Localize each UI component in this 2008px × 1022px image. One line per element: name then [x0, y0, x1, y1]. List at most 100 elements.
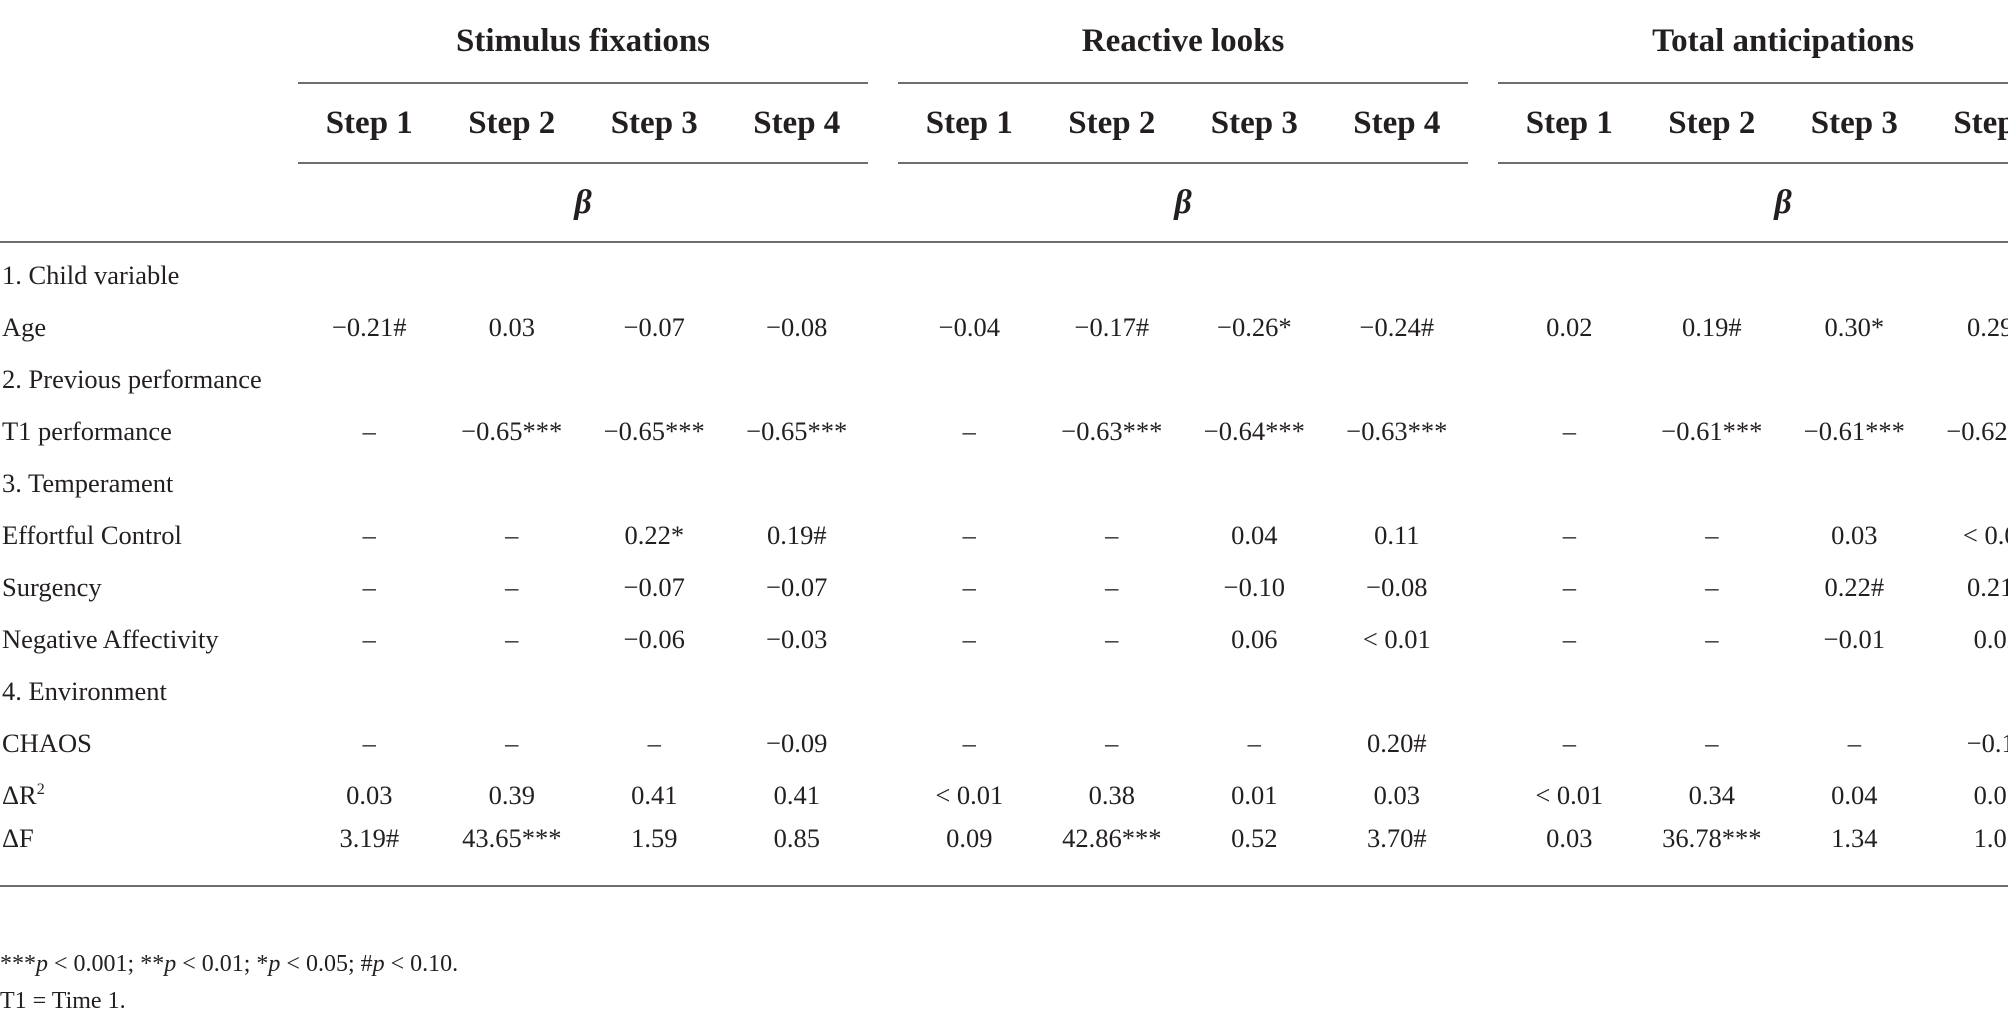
- value-cell: –: [1847, 727, 1861, 758]
- value-cell: −0.61***: [1803, 415, 1905, 446]
- value-cell: −0.65***: [461, 415, 563, 446]
- sig-stars: ***: [0, 951, 36, 977]
- section-title: 1. Child variable: [2, 259, 180, 290]
- sig-stars: **: [140, 951, 165, 977]
- table-row: Age −0.21# 0.03 −0.07 −0.08 −0.04 −0.17# −0.26*…: [0, 301, 2008, 353]
- value-cell: –: [962, 571, 976, 602]
- value-cell: 0.03: [1498, 821, 1641, 887]
- sig-p: p: [36, 951, 48, 977]
- section-row: 4. Environment: [0, 665, 2008, 717]
- value-cell: −0.65***: [746, 415, 848, 446]
- value-cell: −0.01: [1823, 623, 1885, 654]
- value-cell: 0.34: [1688, 779, 1736, 810]
- group-header-total-anticipations: Total anticipations: [1498, 0, 2008, 84]
- table-row: Effortful Control – – 0.22* 0.19# – – 0.04 0.11 –…: [0, 509, 2008, 561]
- value-cell: 3.19#: [298, 821, 441, 887]
- value-cell: 0.04: [1831, 779, 1878, 810]
- value-cell: –: [962, 519, 976, 550]
- value-cell: −0.07: [766, 571, 828, 602]
- value-cell: –: [362, 519, 376, 550]
- group-header-reactive-looks: Reactive looks: [898, 0, 1469, 84]
- value-cell: –: [1705, 727, 1719, 758]
- value-cell: 0.03: [488, 311, 535, 342]
- group-header-stimulus-fixations: Stimulus fixations: [298, 0, 869, 84]
- value-cell: −0.64***: [1203, 415, 1305, 446]
- value-cell: –: [962, 415, 976, 446]
- value-cell: 0.22#: [1824, 571, 1885, 602]
- value-cell: 36.78***: [1640, 821, 1784, 887]
- value-cell: −0.06: [623, 623, 685, 654]
- value-cell: 0.01: [1231, 779, 1278, 810]
- significance-note: ***p < 0.001; **p < 0.01; *p < 0.05; #p …: [0, 946, 458, 983]
- value-cell: 0.04: [1231, 519, 1278, 550]
- value-cell: –: [962, 623, 976, 654]
- value-cell: < 0.01: [935, 779, 1004, 810]
- group-gap: [1468, 0, 1498, 84]
- value-cell: −0.26*: [1217, 311, 1292, 342]
- value-cell: –: [1562, 727, 1576, 758]
- group-gap: [1468, 301, 1498, 353]
- step-header: Step 2: [1640, 84, 1784, 164]
- value-cell: 0.29*: [1967, 311, 2008, 342]
- value-cell: −0.21#: [331, 311, 407, 342]
- value-cell: 0.06: [1231, 623, 1278, 654]
- value-cell: −0.08: [1366, 571, 1428, 602]
- value-cell: 0.41: [773, 779, 820, 810]
- section-row: 1. Child variable: [0, 243, 2008, 301]
- row-label: T1 performance: [2, 415, 172, 446]
- table-row: Negative Affectivity – – −0.06 −0.03 – – 0.06 < …: [0, 613, 2008, 665]
- row-label: ΔF: [0, 821, 298, 887]
- table-row: CHAOS – – – −0.09 – – – 0.20# – – – −0.11: [0, 717, 2008, 769]
- value-cell: 0.03: [1373, 779, 1420, 810]
- beta-header-row: β β β: [0, 164, 2008, 243]
- step-header: Step 4: [1325, 84, 1469, 164]
- step-header: Step 4: [1925, 84, 2008, 164]
- value-cell: –: [362, 571, 376, 602]
- regression-table: Stimulus fixations Reactive looks Total …: [0, 0, 2008, 887]
- value-cell: −0.10: [1223, 571, 1285, 602]
- step-header: Step 2: [440, 84, 583, 164]
- regression-table-container: Stimulus fixations Reactive looks Total …: [0, 0, 2008, 887]
- delta-r2-label: ΔR: [2, 779, 37, 810]
- value-cell: –: [1105, 571, 1119, 602]
- section-row: 3. Temperament: [0, 457, 2008, 509]
- value-cell: 0.21#: [1967, 571, 2008, 602]
- group-gap: [1468, 769, 1498, 821]
- value-cell: –: [962, 727, 976, 758]
- value-cell: –: [1705, 571, 1719, 602]
- value-cell: 1.07: [1925, 821, 2008, 887]
- value-cell: –: [505, 727, 519, 758]
- step-header: Step 3: [583, 84, 726, 164]
- table-row: T1 performance – −0.65*** −0.65*** −0.65*** –…: [0, 405, 2008, 457]
- step-header: Step 3: [1183, 84, 1326, 164]
- value-cell: −0.03: [766, 623, 828, 654]
- group-gap: [868, 613, 898, 665]
- sig-stars: #: [360, 951, 373, 977]
- value-cell: 0.01: [1973, 779, 2008, 810]
- delta-r2-row: ΔR2 0.03 0.39 0.41 0.41 < 0.01 0.38 0.01 0.03 < 0…: [0, 769, 2008, 821]
- beta-label: β: [298, 164, 869, 243]
- value-cell: 0.11: [1374, 519, 1420, 550]
- corner-cell: [0, 0, 298, 84]
- group-gap: [868, 821, 899, 887]
- group-header-row: Stimulus fixations Reactive looks Total …: [0, 0, 2008, 84]
- group-gap: [868, 164, 899, 243]
- value-cell: −0.17#: [1074, 311, 1150, 342]
- group-gap: [1468, 717, 1498, 769]
- sig-stars: *: [256, 951, 269, 977]
- value-cell: –: [505, 623, 519, 654]
- value-cell: 0.02: [1973, 623, 2008, 654]
- row-label: Surgency: [2, 571, 102, 602]
- value-cell: 1.59: [583, 821, 726, 887]
- corner-cell: [0, 164, 298, 243]
- step-header: Step 1: [298, 84, 441, 164]
- value-cell: 0.19#: [1682, 311, 1742, 342]
- group-gap: [1468, 405, 1498, 457]
- value-cell: –: [1562, 623, 1576, 654]
- value-cell: –: [1562, 571, 1576, 602]
- value-cell: 0.52: [1183, 821, 1326, 887]
- value-cell: –: [1705, 519, 1719, 550]
- section-row: 2. Previous performance: [0, 353, 2008, 405]
- sig-threshold: < 0.01;: [176, 951, 257, 977]
- row-label: Age: [2, 311, 47, 342]
